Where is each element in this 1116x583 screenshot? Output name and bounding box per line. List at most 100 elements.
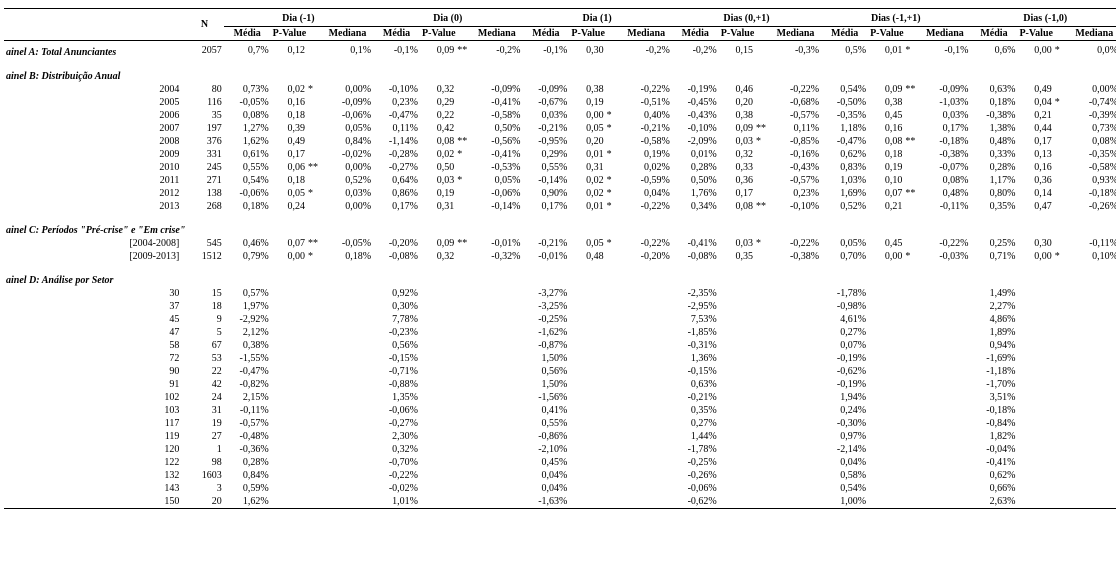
cell-media: -0,86% [522,430,569,443]
cell-sig [606,456,621,469]
cell-pvalue [868,339,904,352]
cell-pvalue: 0,48 [569,250,605,263]
cell-media: -1,63% [522,495,569,509]
cell-media: -0,31% [672,339,719,352]
cell-pvalue: 0,42 [420,122,456,135]
cell-sig [456,443,471,456]
cell-media: -0,30% [821,417,868,430]
cell-sig [755,482,770,495]
cell-mediana: -0,57% [770,109,821,122]
cell-media: 0,54% [224,174,271,187]
cell-sig [456,391,471,404]
cell-pvalue: 0,44 [1017,122,1053,135]
row-n: 42 [185,378,223,391]
cell-sig [1054,83,1069,96]
cell-sig: * [1054,96,1069,109]
cell-mediana: 0,50% [471,122,522,135]
cell-pvalue: 0,16 [868,122,904,135]
cell-media: -0,28% [373,148,420,161]
table-row: 122980,28%-0,70%0,45%-0,25%0,04%-0,41% [4,456,1116,469]
row-label: 120 [4,443,185,456]
cell-media: -0,01% [522,250,569,263]
cell-media: -1,14% [373,135,420,148]
cell-pvalue: 0,00 [569,109,605,122]
cell-media: 0,57% [224,287,271,300]
cell-sig [456,300,471,313]
cell-media: -1,69% [971,352,1018,365]
cell-pvalue: 0,47 [1017,200,1053,213]
cell-pvalue [420,378,456,391]
cell-sig [456,404,471,417]
cell-sig [904,237,919,250]
cell-pvalue [719,378,755,391]
table-row: 11927-0,48%2,30%-0,86%1,44%0,97%1,82% [4,430,1116,443]
cell-sig [755,469,770,482]
cell-media: 0,70% [821,250,868,263]
cell-media: -1,62% [522,326,569,339]
cell-media: -0,19% [821,378,868,391]
cell-sig [904,109,919,122]
cell-sig [1054,313,1069,326]
cell-mediana: 0,00% [322,83,373,96]
cell-sig [456,122,471,135]
cell-media: 4,61% [821,313,868,326]
cell-media: 1,01% [373,495,420,509]
cell-mediana: 0,05% [322,122,373,135]
cell-media: 0,90% [522,187,569,200]
table-row: 150201,62%1,01%-1,63%-0,62%1,00%2,63% [4,495,1116,509]
cell-mediana [471,313,522,326]
col-group-5: Dias (-1,0) [971,9,1116,27]
cell-mediana [1069,326,1116,339]
cell-media: 0,97% [821,430,868,443]
cell-mediana: 0,04% [621,187,672,200]
cell-mediana [770,417,821,430]
cell-pvalue [569,404,605,417]
row-label: 150 [4,495,185,509]
cell-media: -0,20% [373,237,420,250]
cell-pvalue: 0,32 [420,250,456,263]
cell-sig [755,174,770,187]
cell-mediana [621,352,672,365]
cell-media: 0,23% [373,96,420,109]
cell-mediana [322,326,373,339]
cell-pvalue [868,404,904,417]
row-n: 22 [185,365,223,378]
table-row: 10331-0,11%-0,06%0,41%0,35%0,24%-0,18% [4,404,1116,417]
cell-media: -0,36% [224,443,271,456]
table-row: 2012138-0,06%0,05*0,03%0,86%0,19-0,06%0,… [4,187,1116,200]
cell-media: -1,78% [672,443,719,456]
cell-mediana [1069,430,1116,443]
cell-sig [1054,135,1069,148]
cell-media: -0,47% [821,135,868,148]
cell-media: -0,45% [672,96,719,109]
row-label: 45 [4,313,185,326]
cell-pvalue: 0,09 [420,237,456,250]
row-n: 24 [185,391,223,404]
cell-sig [904,417,919,430]
cell-sig: * [456,148,471,161]
cell-media: -0,15% [672,365,719,378]
cell-media: -2,10% [522,443,569,456]
cell-media: 0,83% [821,161,868,174]
cell-pvalue: 0,10 [868,174,904,187]
cell-media: 0,71% [971,250,1018,263]
cell-sig [904,404,919,417]
cell-sig [606,430,621,443]
cell-sig [904,482,919,495]
cell-mediana: -1,03% [919,96,970,109]
cell-media: 0,04% [522,469,569,482]
cell-media: 1,50% [522,352,569,365]
cell-mediana: -0,22% [770,237,821,250]
cell-pvalue [868,352,904,365]
cell-mediana [471,456,522,469]
cell-media: -0,84% [971,417,1018,430]
cell-media: 0,55% [522,417,569,430]
cell-sig [456,287,471,300]
cell-sig [456,313,471,326]
table-row: 20102450,55%0,06**0,00%-0,27%0,50-0,53%0… [4,161,1116,174]
cell-sig [307,469,322,482]
cell-pvalue: 0,29 [420,96,456,109]
cell-media: -0,06% [672,482,719,495]
cell-sig [755,417,770,430]
cell-mediana: -0,53% [471,161,522,174]
